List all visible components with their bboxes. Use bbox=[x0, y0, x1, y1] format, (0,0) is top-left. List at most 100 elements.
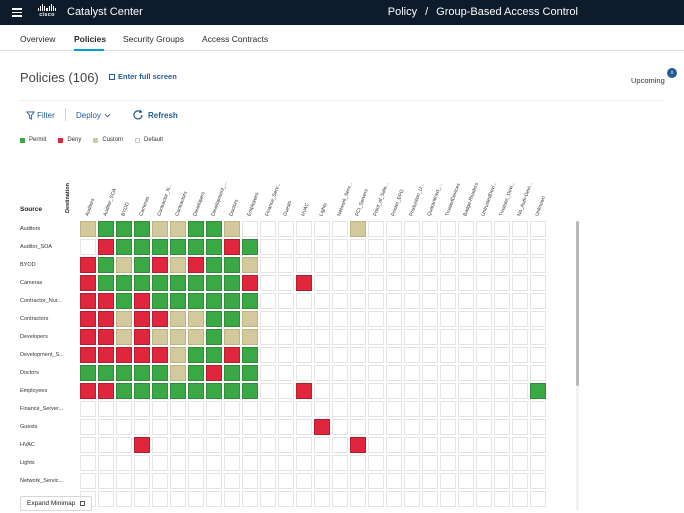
deny-cell[interactable] bbox=[80, 293, 96, 309]
default-cell[interactable] bbox=[170, 491, 186, 507]
default-cell[interactable] bbox=[404, 221, 420, 237]
deny-cell[interactable] bbox=[80, 347, 96, 363]
custom-cell[interactable] bbox=[350, 221, 366, 237]
default-cell[interactable] bbox=[206, 455, 222, 471]
permit-cell[interactable] bbox=[242, 293, 258, 309]
permit-cell[interactable] bbox=[116, 221, 132, 237]
default-cell[interactable] bbox=[332, 239, 348, 255]
default-cell[interactable] bbox=[404, 473, 420, 489]
deny-cell[interactable] bbox=[134, 311, 150, 327]
default-cell[interactable] bbox=[260, 221, 276, 237]
default-cell[interactable] bbox=[386, 419, 402, 435]
default-cell[interactable] bbox=[404, 311, 420, 327]
default-cell[interactable] bbox=[332, 293, 348, 309]
permit-cell[interactable] bbox=[134, 365, 150, 381]
default-cell[interactable] bbox=[494, 347, 510, 363]
default-cell[interactable] bbox=[458, 491, 474, 507]
default-cell[interactable] bbox=[332, 491, 348, 507]
default-cell[interactable] bbox=[404, 275, 420, 291]
default-cell[interactable] bbox=[80, 239, 96, 255]
default-cell[interactable] bbox=[98, 473, 114, 489]
permit-cell[interactable] bbox=[134, 275, 150, 291]
default-cell[interactable] bbox=[260, 293, 276, 309]
default-cell[interactable] bbox=[440, 383, 456, 399]
default-cell[interactable] bbox=[494, 257, 510, 273]
default-cell[interactable] bbox=[476, 383, 492, 399]
permit-cell[interactable] bbox=[116, 365, 132, 381]
default-cell[interactable] bbox=[242, 473, 258, 489]
default-cell[interactable] bbox=[242, 491, 258, 507]
default-cell[interactable] bbox=[386, 329, 402, 345]
default-cell[interactable] bbox=[476, 455, 492, 471]
default-cell[interactable] bbox=[512, 419, 528, 435]
default-cell[interactable] bbox=[206, 419, 222, 435]
default-cell[interactable] bbox=[332, 221, 348, 237]
chevron-down-icon[interactable] bbox=[104, 113, 111, 118]
default-cell[interactable] bbox=[530, 257, 546, 273]
default-cell[interactable] bbox=[404, 329, 420, 345]
default-cell[interactable] bbox=[422, 347, 438, 363]
default-cell[interactable] bbox=[494, 491, 510, 507]
default-cell[interactable] bbox=[188, 401, 204, 417]
permit-cell[interactable] bbox=[134, 383, 150, 399]
default-cell[interactable] bbox=[512, 473, 528, 489]
default-cell[interactable] bbox=[296, 311, 312, 327]
default-cell[interactable] bbox=[278, 293, 294, 309]
default-cell[interactable] bbox=[512, 239, 528, 255]
default-cell[interactable] bbox=[152, 401, 168, 417]
default-cell[interactable] bbox=[314, 239, 330, 255]
default-cell[interactable] bbox=[530, 365, 546, 381]
permit-cell[interactable] bbox=[152, 293, 168, 309]
default-cell[interactable] bbox=[422, 455, 438, 471]
default-cell[interactable] bbox=[458, 473, 474, 489]
default-cell[interactable] bbox=[332, 329, 348, 345]
default-cell[interactable] bbox=[98, 401, 114, 417]
default-cell[interactable] bbox=[404, 347, 420, 363]
default-cell[interactable] bbox=[512, 275, 528, 291]
default-cell[interactable] bbox=[152, 437, 168, 453]
default-cell[interactable] bbox=[458, 383, 474, 399]
default-cell[interactable] bbox=[458, 293, 474, 309]
tab-access-contracts[interactable]: Access Contracts bbox=[202, 34, 269, 44]
default-cell[interactable] bbox=[386, 491, 402, 507]
default-cell[interactable] bbox=[188, 455, 204, 471]
default-cell[interactable] bbox=[368, 401, 384, 417]
default-cell[interactable] bbox=[170, 401, 186, 417]
permit-cell[interactable] bbox=[224, 275, 240, 291]
deny-cell[interactable] bbox=[98, 239, 114, 255]
default-cell[interactable] bbox=[440, 257, 456, 273]
default-cell[interactable] bbox=[440, 437, 456, 453]
default-cell[interactable] bbox=[476, 491, 492, 507]
permit-cell[interactable] bbox=[98, 221, 114, 237]
deny-cell[interactable] bbox=[224, 347, 240, 363]
deny-cell[interactable] bbox=[242, 275, 258, 291]
deny-cell[interactable] bbox=[80, 383, 96, 399]
enter-full-screen-link[interactable]: Enter full screen bbox=[109, 72, 177, 81]
default-cell[interactable] bbox=[314, 311, 330, 327]
default-cell[interactable] bbox=[296, 221, 312, 237]
default-cell[interactable] bbox=[404, 455, 420, 471]
deny-cell[interactable] bbox=[152, 311, 168, 327]
deny-cell[interactable] bbox=[80, 257, 96, 273]
custom-cell[interactable] bbox=[170, 311, 186, 327]
default-cell[interactable] bbox=[368, 275, 384, 291]
default-cell[interactable] bbox=[458, 401, 474, 417]
custom-cell[interactable] bbox=[188, 311, 204, 327]
default-cell[interactable] bbox=[494, 365, 510, 381]
default-cell[interactable] bbox=[494, 275, 510, 291]
default-cell[interactable] bbox=[224, 455, 240, 471]
default-cell[interactable] bbox=[458, 437, 474, 453]
permit-cell[interactable] bbox=[206, 329, 222, 345]
default-cell[interactable] bbox=[314, 293, 330, 309]
default-cell[interactable] bbox=[332, 419, 348, 435]
default-cell[interactable] bbox=[98, 455, 114, 471]
custom-cell[interactable] bbox=[116, 329, 132, 345]
default-cell[interactable] bbox=[332, 311, 348, 327]
default-cell[interactable] bbox=[422, 329, 438, 345]
default-cell[interactable] bbox=[530, 275, 546, 291]
default-cell[interactable] bbox=[116, 419, 132, 435]
permit-cell[interactable] bbox=[224, 365, 240, 381]
default-cell[interactable] bbox=[440, 311, 456, 327]
permit-cell[interactable] bbox=[152, 275, 168, 291]
permit-cell[interactable] bbox=[152, 383, 168, 399]
